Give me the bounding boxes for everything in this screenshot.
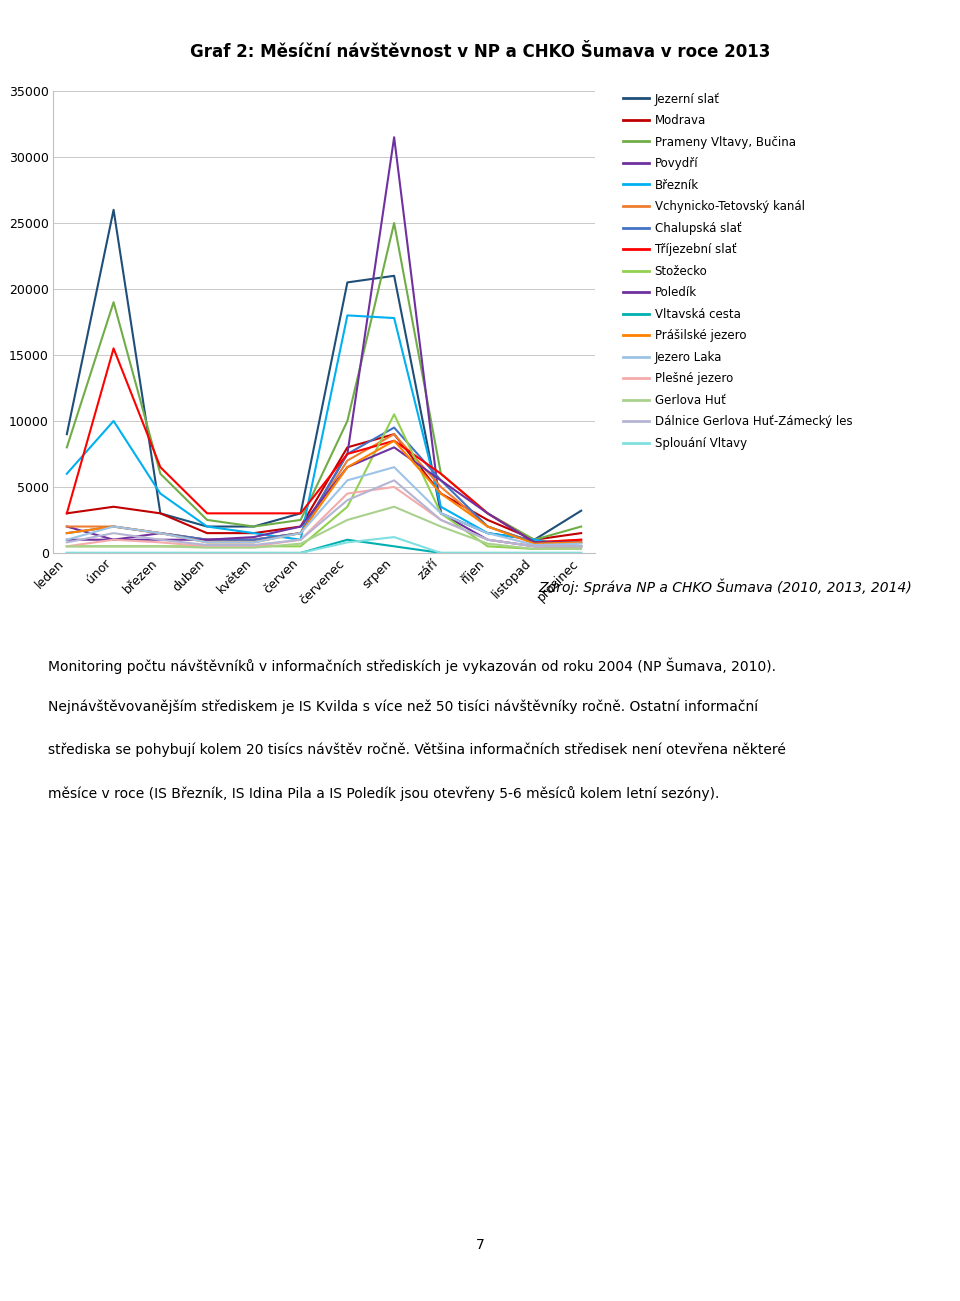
Text: střediska se pohybují kolem 20 tisícs návštěv ročně. Většina informačních středi: střediska se pohybují kolem 20 tisícs ná… [48,743,786,757]
Text: Zdroj: Správa NP a CHKO Šumava (2010, 2013, 2014): Zdroj: Správa NP a CHKO Šumava (2010, 20… [539,579,912,596]
Text: Nejnávštěvovanějším střediskem je IS Kvilda s více než 50 tisíci návštěvníky roč: Nejnávštěvovanějším střediskem je IS Kvi… [48,700,758,714]
Text: Monitoring počtu návštěvníků v informačních střediskích je vykazován od roku 200: Monitoring počtu návštěvníků v informačn… [48,657,776,674]
Text: 7: 7 [475,1237,485,1252]
Text: měsíce v roce (IS Březník, IS Idina Pila a IS Poledík jsou otevřeny 5-6 měsíců k: měsíce v roce (IS Březník, IS Idina Pila… [48,786,719,800]
Legend: Jezerní slať, Modrava, Prameny Vltavy, Bučina, Povydří, Březník, Vchynicko-Tetov: Jezerní slať, Modrava, Prameny Vltavy, B… [623,92,852,450]
Text: Graf 2: Měsíční návštěvnost v NP a CHKO Šumava v roce 2013: Graf 2: Měsíční návštěvnost v NP a CHKO … [190,43,770,61]
